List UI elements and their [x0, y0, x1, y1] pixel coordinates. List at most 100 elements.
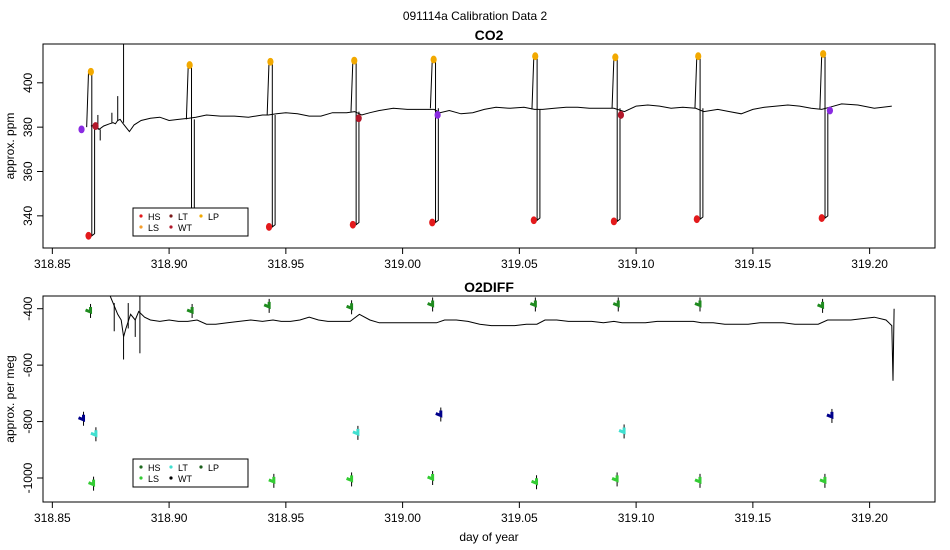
x-tick-label: 318.95: [267, 257, 304, 271]
calibration-marker: [435, 410, 443, 418]
calibration-marker: [352, 428, 360, 437]
legend-swatch: [169, 214, 173, 218]
calibration-marker: [529, 300, 537, 308]
calibration-marker: [820, 50, 827, 58]
calibration-marker: [84, 306, 93, 315]
plot-frame: [42, 295, 936, 503]
calibration-marker: [85, 231, 92, 240]
legend-label: LT: [178, 463, 188, 473]
y-tick-label: 380: [21, 117, 35, 137]
calibration-marker: [530, 216, 537, 225]
panel-title: CO2: [475, 27, 504, 43]
calibration-marker: [186, 61, 193, 69]
y-tick-label: -600: [21, 353, 35, 377]
calibration-marker: [618, 427, 626, 435]
calibration-marker: [826, 106, 834, 115]
calibration-excursion: [266, 60, 276, 228]
co2-panel: CO2 318.85 318.90 318.95 319.00 319.05 319.10 3…: [3, 27, 936, 271]
calibration-excursion: [819, 53, 829, 220]
y-tick-label: -800: [21, 409, 35, 433]
data-layer: [78, 44, 892, 240]
legend-swatch: [139, 214, 143, 218]
x-tick-label: 319.20: [851, 257, 888, 271]
calibration-marker: [695, 52, 702, 61]
calibration-marker: [532, 52, 539, 61]
calibration-excursion: [350, 59, 360, 226]
legend-box: [132, 458, 249, 488]
x-tick-label: 318.85: [34, 511, 71, 525]
legend-box: [132, 207, 249, 237]
y-axis-label: approx. per meg: [3, 355, 17, 442]
x-tick-label: 318.95: [267, 511, 304, 525]
calibration-marker: [818, 214, 825, 222]
x-tick-label: 319.00: [384, 511, 421, 525]
calibration-marker: [819, 476, 827, 485]
y-tick-label: 400: [21, 72, 35, 92]
legend-label: HS: [148, 463, 161, 473]
calibration-marker: [694, 476, 702, 485]
calibration-marker: [826, 411, 834, 420]
o2diff-panel: O2DIFF 318.85 318.90 318.95 319.00 319.05 319.…: [3, 279, 936, 544]
legend-swatch: [139, 225, 143, 229]
calibration-marker: [694, 300, 702, 308]
calibration-marker: [78, 125, 85, 134]
figure-title: 091114a Calibration Data 2: [403, 9, 548, 23]
plot-frame: [42, 43, 936, 249]
calibration-excursion: [185, 64, 195, 217]
calibration-marker: [430, 55, 437, 64]
x-tick-label: 319.05: [501, 511, 538, 525]
y-tick-label: -400: [21, 296, 35, 320]
legend-label: LP: [208, 463, 219, 473]
legend-swatch: [139, 476, 143, 480]
calibration-marker: [817, 301, 825, 310]
legend-swatch: [169, 225, 173, 229]
x-tick-label: 319.15: [735, 511, 772, 525]
x-tick-label: 318.90: [151, 257, 188, 271]
y-tick-label: -1000: [21, 462, 35, 493]
legend-label: HS: [148, 212, 161, 222]
calibration-marker: [693, 215, 700, 224]
calibration-marker: [267, 57, 274, 66]
calibration-marker: [346, 475, 354, 483]
legend-label: WT: [178, 474, 192, 484]
x-axis-label: day of year: [459, 530, 518, 544]
legend-label: WT: [178, 223, 192, 233]
calibration-marker: [610, 217, 618, 226]
calibration-marker: [427, 300, 435, 308]
calibration-marker: [355, 114, 362, 123]
calibration-marker: [77, 414, 86, 422]
calibration-marker: [429, 218, 436, 227]
legend-swatch: [139, 465, 143, 469]
x-tick-label: 319.20: [851, 511, 888, 525]
y-axis-label: approx. ppm: [3, 113, 17, 180]
calibration-excursion: [611, 56, 621, 223]
x-tick-label: 319.10: [618, 511, 655, 525]
legend-label: LT: [178, 212, 188, 222]
x-tick-label: 319.15: [735, 257, 772, 271]
calibration-marker: [186, 306, 194, 315]
legend-swatch: [199, 214, 203, 218]
calibration-marker: [349, 220, 356, 229]
calibration-marker: [92, 122, 99, 130]
calibration-marker: [611, 475, 619, 483]
x-tick-label: 318.85: [34, 257, 71, 271]
calibration-marker: [346, 303, 354, 311]
x-tick-label: 318.90: [151, 511, 188, 525]
calibration-marker: [427, 474, 435, 482]
data-layer: [77, 296, 895, 491]
y-tick-label: 340: [21, 206, 35, 226]
calibration-marker: [263, 301, 271, 310]
x-tick-label: 319.00: [384, 257, 421, 271]
x-tick-label: 319.10: [618, 257, 655, 271]
series-line: [109, 296, 895, 381]
calibration-excursion: [86, 70, 96, 237]
calibration-excursion: [429, 58, 439, 224]
series-line: [90, 103, 892, 133]
calibration-marker: [87, 67, 94, 76]
legend-swatch: [199, 465, 203, 469]
calibration-marker: [90, 430, 98, 438]
legend-swatch: [169, 465, 173, 469]
calibration-marker: [434, 111, 441, 119]
calibration-marker: [617, 111, 625, 119]
